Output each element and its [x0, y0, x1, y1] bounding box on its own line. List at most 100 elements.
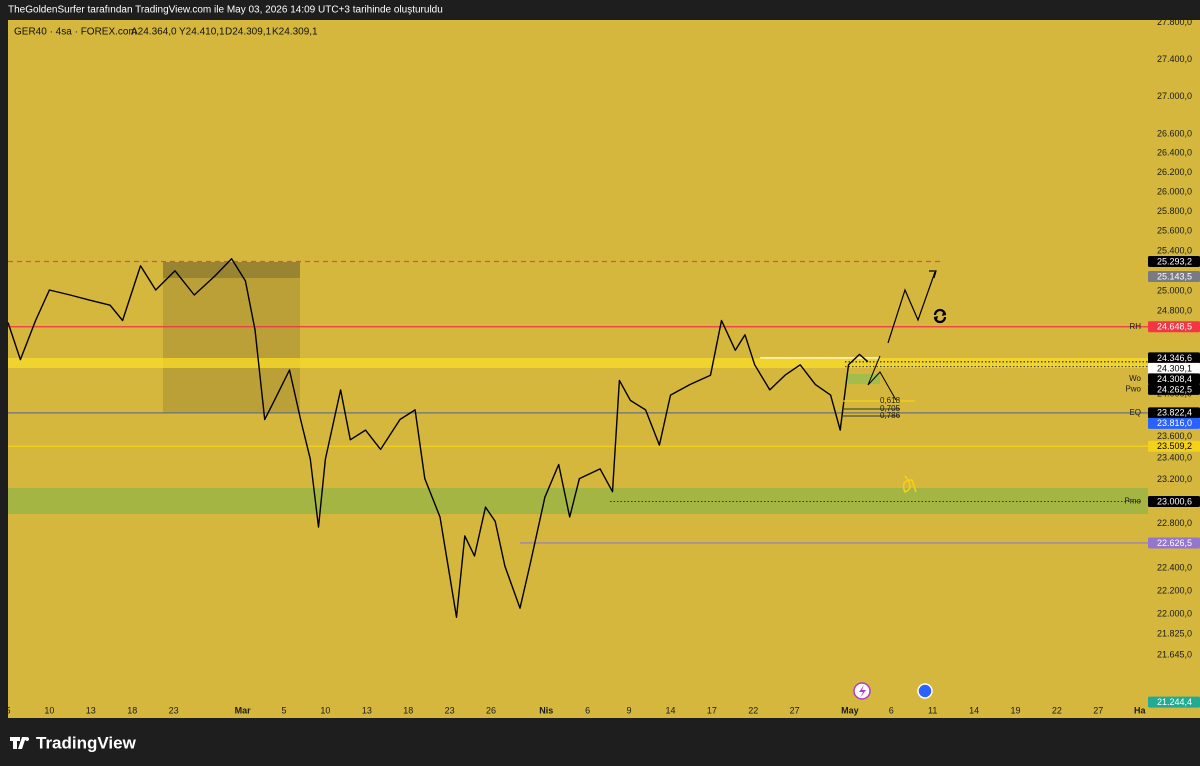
x-tick-label: 5 — [5, 705, 10, 715]
price-label-box — [1148, 537, 1200, 549]
y-tick-label: 22.400,0 — [1157, 563, 1192, 573]
y-tick-label: 21.825,0 — [1157, 628, 1192, 638]
level-name: Pwo — [1125, 384, 1141, 393]
price-label: 24.648,5 — [1157, 322, 1192, 332]
y-tick-label: 27.400,0 — [1157, 54, 1192, 64]
y-tick-label: 22.000,0 — [1157, 608, 1192, 618]
x-tick-label: 10 — [44, 705, 54, 715]
fib-label: 0,618 — [880, 396, 901, 405]
y-tick-label: 26.600,0 — [1157, 129, 1192, 139]
bolt — [859, 685, 866, 698]
brand: TradingView — [36, 733, 137, 752]
x-tick-label: 9 — [627, 705, 632, 715]
price-label: 23.822,4 — [1157, 408, 1192, 418]
x-tick-label: 18 — [403, 705, 413, 715]
price-label: 23.816,0 — [1157, 418, 1192, 428]
x-tick-label: Mar — [235, 705, 252, 715]
y-tick-label: 22.200,0 — [1157, 585, 1192, 595]
x-tick-label: 23 — [445, 705, 455, 715]
x-tick-label: 10 — [320, 705, 330, 715]
x-tick-label: May — [841, 705, 859, 715]
ohlc-high: Y24.410,1 — [179, 27, 225, 38]
y-tick-label: 25.000,0 — [1157, 285, 1192, 295]
x-tick-label: 17 — [707, 705, 717, 715]
logo — [10, 737, 30, 749]
ohlc-open: A24.364,0 — [131, 27, 177, 38]
ribbon-icon — [902, 475, 917, 493]
price-label: 24.262,5 — [1157, 384, 1192, 394]
range-box — [163, 262, 300, 413]
x-tick-label: 14 — [665, 705, 675, 715]
price-line — [7, 258, 869, 618]
price-label: 23.000,6 — [1157, 496, 1192, 506]
x-tick-label: 6 — [585, 705, 590, 715]
price-label-box — [1148, 362, 1200, 374]
x-tick-label: 13 — [86, 705, 96, 715]
price-label-box — [1148, 373, 1200, 385]
x-tick-label: 22 — [748, 705, 758, 715]
y-tick-label: 21.645,0 — [1157, 649, 1192, 659]
price-label: 23.509,2 — [1157, 441, 1192, 451]
x-tick-label: 18 — [127, 705, 137, 715]
price-label-box — [1148, 417, 1200, 429]
y-tick-label: 24.800,0 — [1157, 306, 1192, 316]
level-name: Wo — [1129, 374, 1141, 383]
y-tick-label: 25.800,0 — [1157, 206, 1192, 216]
x-tick-label: Nis — [539, 705, 553, 715]
y-tick-label: 23.400,0 — [1157, 452, 1192, 462]
green-zone — [8, 488, 1148, 514]
footer — [0, 718, 1200, 766]
x-tick-label: 11 — [928, 705, 937, 715]
level-name: RH — [1129, 322, 1141, 331]
symbol: GER40 · 4sa · FOREX.com — [14, 27, 137, 38]
price-label-box — [1148, 440, 1200, 452]
arrow-head — [929, 270, 937, 279]
price-label: 25.143,5 — [1157, 271, 1192, 281]
y-tick-label: 27.000,0 — [1157, 91, 1192, 101]
y-tick-label: 27.800,0 — [1157, 17, 1192, 27]
level-name: EQ — [1129, 408, 1141, 417]
range-box-top — [163, 262, 300, 278]
price-label-box — [1148, 696, 1200, 708]
yellow-zone — [8, 358, 1148, 368]
refresh-icon — [933, 308, 947, 324]
ohlc-low: D24.309,1 — [225, 27, 272, 38]
x-tick-label: 19 — [1010, 705, 1020, 715]
x-tick-label: 14 — [969, 705, 979, 715]
y-tick-label: 26.200,0 — [1157, 167, 1192, 177]
y-tick-label: 23.600,0 — [1157, 431, 1192, 441]
ohlc-close: K24.309,1 — [272, 27, 318, 38]
x-tick-label: 6 — [889, 705, 894, 715]
fib-label: 0,786 — [880, 411, 901, 420]
price-label-box — [1148, 256, 1200, 268]
x-tick-label: 27 — [1093, 705, 1103, 715]
projection-alt — [867, 355, 897, 401]
price-label: 22.626,5 — [1157, 538, 1192, 548]
price-label-box — [1148, 383, 1200, 395]
x-tick-label: Ha — [1134, 705, 1146, 715]
level-name: Pmo — [1125, 497, 1142, 506]
price-label-box — [1148, 352, 1200, 364]
y-tick-label: 22.800,0 — [1157, 518, 1192, 528]
price-label: 24.308,4 — [1157, 374, 1192, 384]
x-tick-label: 5 — [282, 705, 287, 715]
y-tick-label: 25.600,0 — [1157, 225, 1192, 235]
y-tick-label: 26.400,0 — [1157, 148, 1192, 158]
x-tick-label: 27 — [790, 705, 800, 715]
x-tick-label: 13 — [362, 705, 372, 715]
y-tick-label: 25.400,0 — [1157, 245, 1192, 255]
price-label: 24.346,6 — [1157, 353, 1192, 363]
price-label: 21.244,4 — [1157, 697, 1192, 707]
price-label: 24.309,1 — [1157, 363, 1192, 373]
price-label-box — [1148, 321, 1200, 333]
price-label-box — [1148, 271, 1200, 283]
price-label-box — [1148, 496, 1200, 508]
chart-background — [8, 20, 1200, 718]
price-label: 25.293,2 — [1157, 256, 1192, 266]
fib-label: 0,705 — [880, 404, 901, 413]
flag-icon[interactable] — [917, 683, 933, 699]
price-label-box — [1148, 407, 1200, 419]
y-tick-label: 23.200,0 — [1157, 474, 1192, 484]
caption: TheGoldenSurfer tarafından TradingView.c… — [8, 5, 443, 16]
